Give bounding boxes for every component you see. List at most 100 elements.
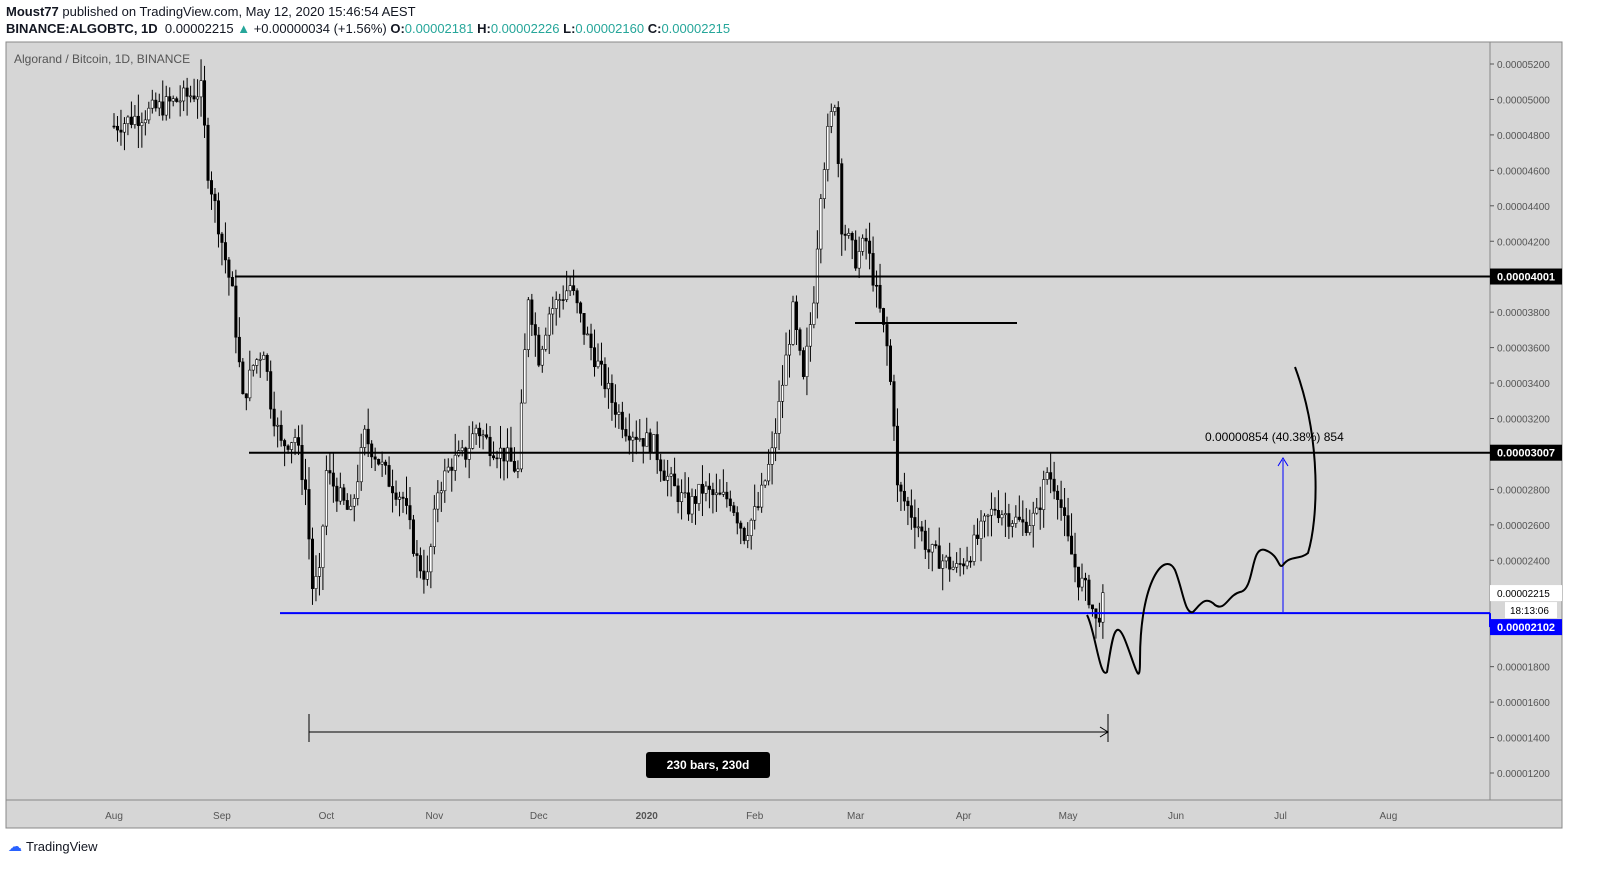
candle-body	[596, 360, 600, 368]
candle-body	[317, 567, 321, 577]
candle-body	[1000, 514, 1004, 519]
candle-body	[575, 290, 579, 304]
candle-body	[840, 163, 844, 235]
candle-body	[902, 490, 906, 502]
x-tick-label: Feb	[746, 811, 764, 822]
candle-body	[1059, 499, 1063, 508]
candle-body	[547, 313, 551, 336]
candle-body	[1097, 617, 1101, 623]
symbol: BINANCE:ALGOBTC, 1D	[6, 21, 158, 36]
candle-body	[366, 428, 370, 445]
candle-body	[742, 527, 746, 541]
candle-body	[697, 483, 701, 504]
candle-body	[178, 100, 182, 103]
candle-body	[1038, 507, 1042, 510]
candle-body	[398, 496, 402, 500]
candle-body	[599, 360, 603, 365]
candle-body	[1010, 523, 1014, 527]
candle-body	[885, 324, 889, 347]
candle-body	[857, 251, 861, 269]
candle-body	[631, 436, 635, 441]
candle-body	[700, 483, 704, 494]
candle-body	[561, 299, 565, 301]
candle-body	[276, 424, 280, 427]
candle-body	[439, 490, 443, 494]
candle-body	[770, 447, 774, 465]
last-price-label: 0.00002215	[1497, 589, 1550, 600]
candle-body	[265, 355, 269, 372]
candle-body	[829, 111, 833, 127]
price-axis[interactable]	[1489, 41, 1563, 801]
candle-body	[411, 519, 415, 554]
x-tick-label: Sep	[213, 811, 231, 822]
candle-body	[206, 124, 210, 181]
candle-body	[189, 95, 193, 98]
l-label: L:	[563, 21, 576, 36]
candle-body	[220, 233, 224, 243]
candle-body	[1063, 507, 1067, 516]
plot-area[interactable]	[5, 41, 1491, 801]
candle-body	[359, 447, 363, 483]
candle-body	[704, 485, 708, 494]
candle-body	[937, 545, 941, 569]
candle-body	[408, 505, 412, 521]
candle-body	[401, 496, 405, 499]
candle-body	[641, 438, 645, 447]
publish-info: Moust77 published on TradingView.com, Ma…	[6, 4, 416, 19]
candle-body	[693, 496, 697, 504]
candle-body	[324, 470, 328, 527]
y-tick-label: 0.00004600	[1497, 166, 1550, 177]
close: 0.00002215	[661, 21, 731, 36]
candle-body	[481, 434, 485, 437]
candle-body	[805, 345, 809, 377]
candle-body	[916, 526, 920, 529]
candle-body	[638, 438, 642, 440]
candle-body	[523, 349, 527, 404]
candle-body	[450, 466, 454, 471]
candle-body	[801, 350, 805, 377]
measure-arrow[interactable]: 0.00000854 (40.38%) 854	[1205, 430, 1344, 612]
candle-body	[711, 489, 715, 496]
candle-body	[634, 436, 638, 440]
candle-body	[812, 302, 816, 325]
candle-body	[269, 371, 273, 410]
tradingview-logo[interactable]: ☁ TradingView	[8, 838, 98, 855]
candle-body	[784, 354, 788, 386]
candle-body	[941, 560, 945, 569]
candle-body	[969, 560, 973, 563]
candle-body	[182, 87, 186, 102]
candle-body	[161, 101, 165, 116]
projection-drawing[interactable]	[1086, 366, 1317, 675]
c-label: C:	[647, 21, 662, 36]
candle-body	[760, 484, 764, 508]
o-label: O:	[390, 21, 405, 36]
level-price-label: 0.00002102	[1497, 622, 1555, 634]
candle-body	[930, 544, 934, 553]
candle-body	[627, 435, 631, 441]
high: 0.00002226	[490, 21, 560, 36]
candle-body	[962, 563, 966, 567]
candle-body	[676, 485, 680, 503]
candle-body	[822, 169, 826, 199]
y-tick-label: 0.00001800	[1497, 663, 1550, 674]
candle-body	[739, 522, 743, 529]
candle-body	[645, 432, 649, 447]
level-price-tag	[1490, 268, 1562, 285]
candle-body	[1083, 577, 1087, 581]
date-range-tool[interactable]: 230 bars, 230d	[308, 714, 1109, 778]
h-label: H:	[477, 21, 491, 36]
candle-body	[391, 486, 395, 494]
candle-body	[808, 324, 812, 347]
candle-body	[624, 429, 628, 437]
level-price-tag	[1490, 444, 1562, 461]
candle-body	[485, 434, 489, 438]
candle-body	[143, 119, 147, 124]
time-axis[interactable]	[5, 799, 1563, 829]
candle-body	[290, 442, 294, 450]
candle-body	[530, 299, 534, 325]
candle-body	[732, 505, 736, 513]
candle-body	[1021, 519, 1025, 523]
candle-body	[512, 461, 516, 472]
candle-body	[1014, 516, 1018, 524]
